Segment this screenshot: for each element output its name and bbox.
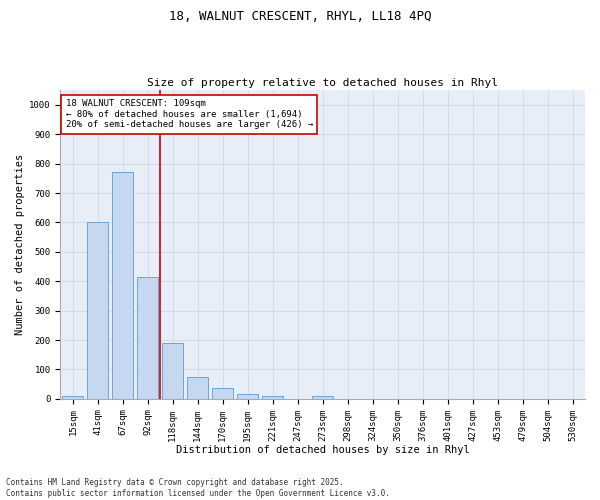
Bar <box>162 343 184 399</box>
Title: Size of property relative to detached houses in Rhyl: Size of property relative to detached ho… <box>147 78 498 88</box>
Bar <box>187 377 208 399</box>
Y-axis label: Number of detached properties: Number of detached properties <box>15 154 25 335</box>
Bar <box>87 222 109 399</box>
Text: 18 WALNUT CRESCENT: 109sqm
← 80% of detached houses are smaller (1,694)
20% of s: 18 WALNUT CRESCENT: 109sqm ← 80% of deta… <box>65 100 313 129</box>
Text: 18, WALNUT CRESCENT, RHYL, LL18 4PQ: 18, WALNUT CRESCENT, RHYL, LL18 4PQ <box>169 10 431 23</box>
Bar <box>212 388 233 399</box>
Text: Contains HM Land Registry data © Crown copyright and database right 2025.
Contai: Contains HM Land Registry data © Crown c… <box>6 478 390 498</box>
Bar <box>312 396 334 399</box>
Bar <box>262 396 283 399</box>
Bar <box>237 394 259 399</box>
Bar <box>137 277 158 399</box>
X-axis label: Distribution of detached houses by size in Rhyl: Distribution of detached houses by size … <box>176 445 470 455</box>
Bar <box>112 172 133 399</box>
Bar <box>62 396 83 399</box>
